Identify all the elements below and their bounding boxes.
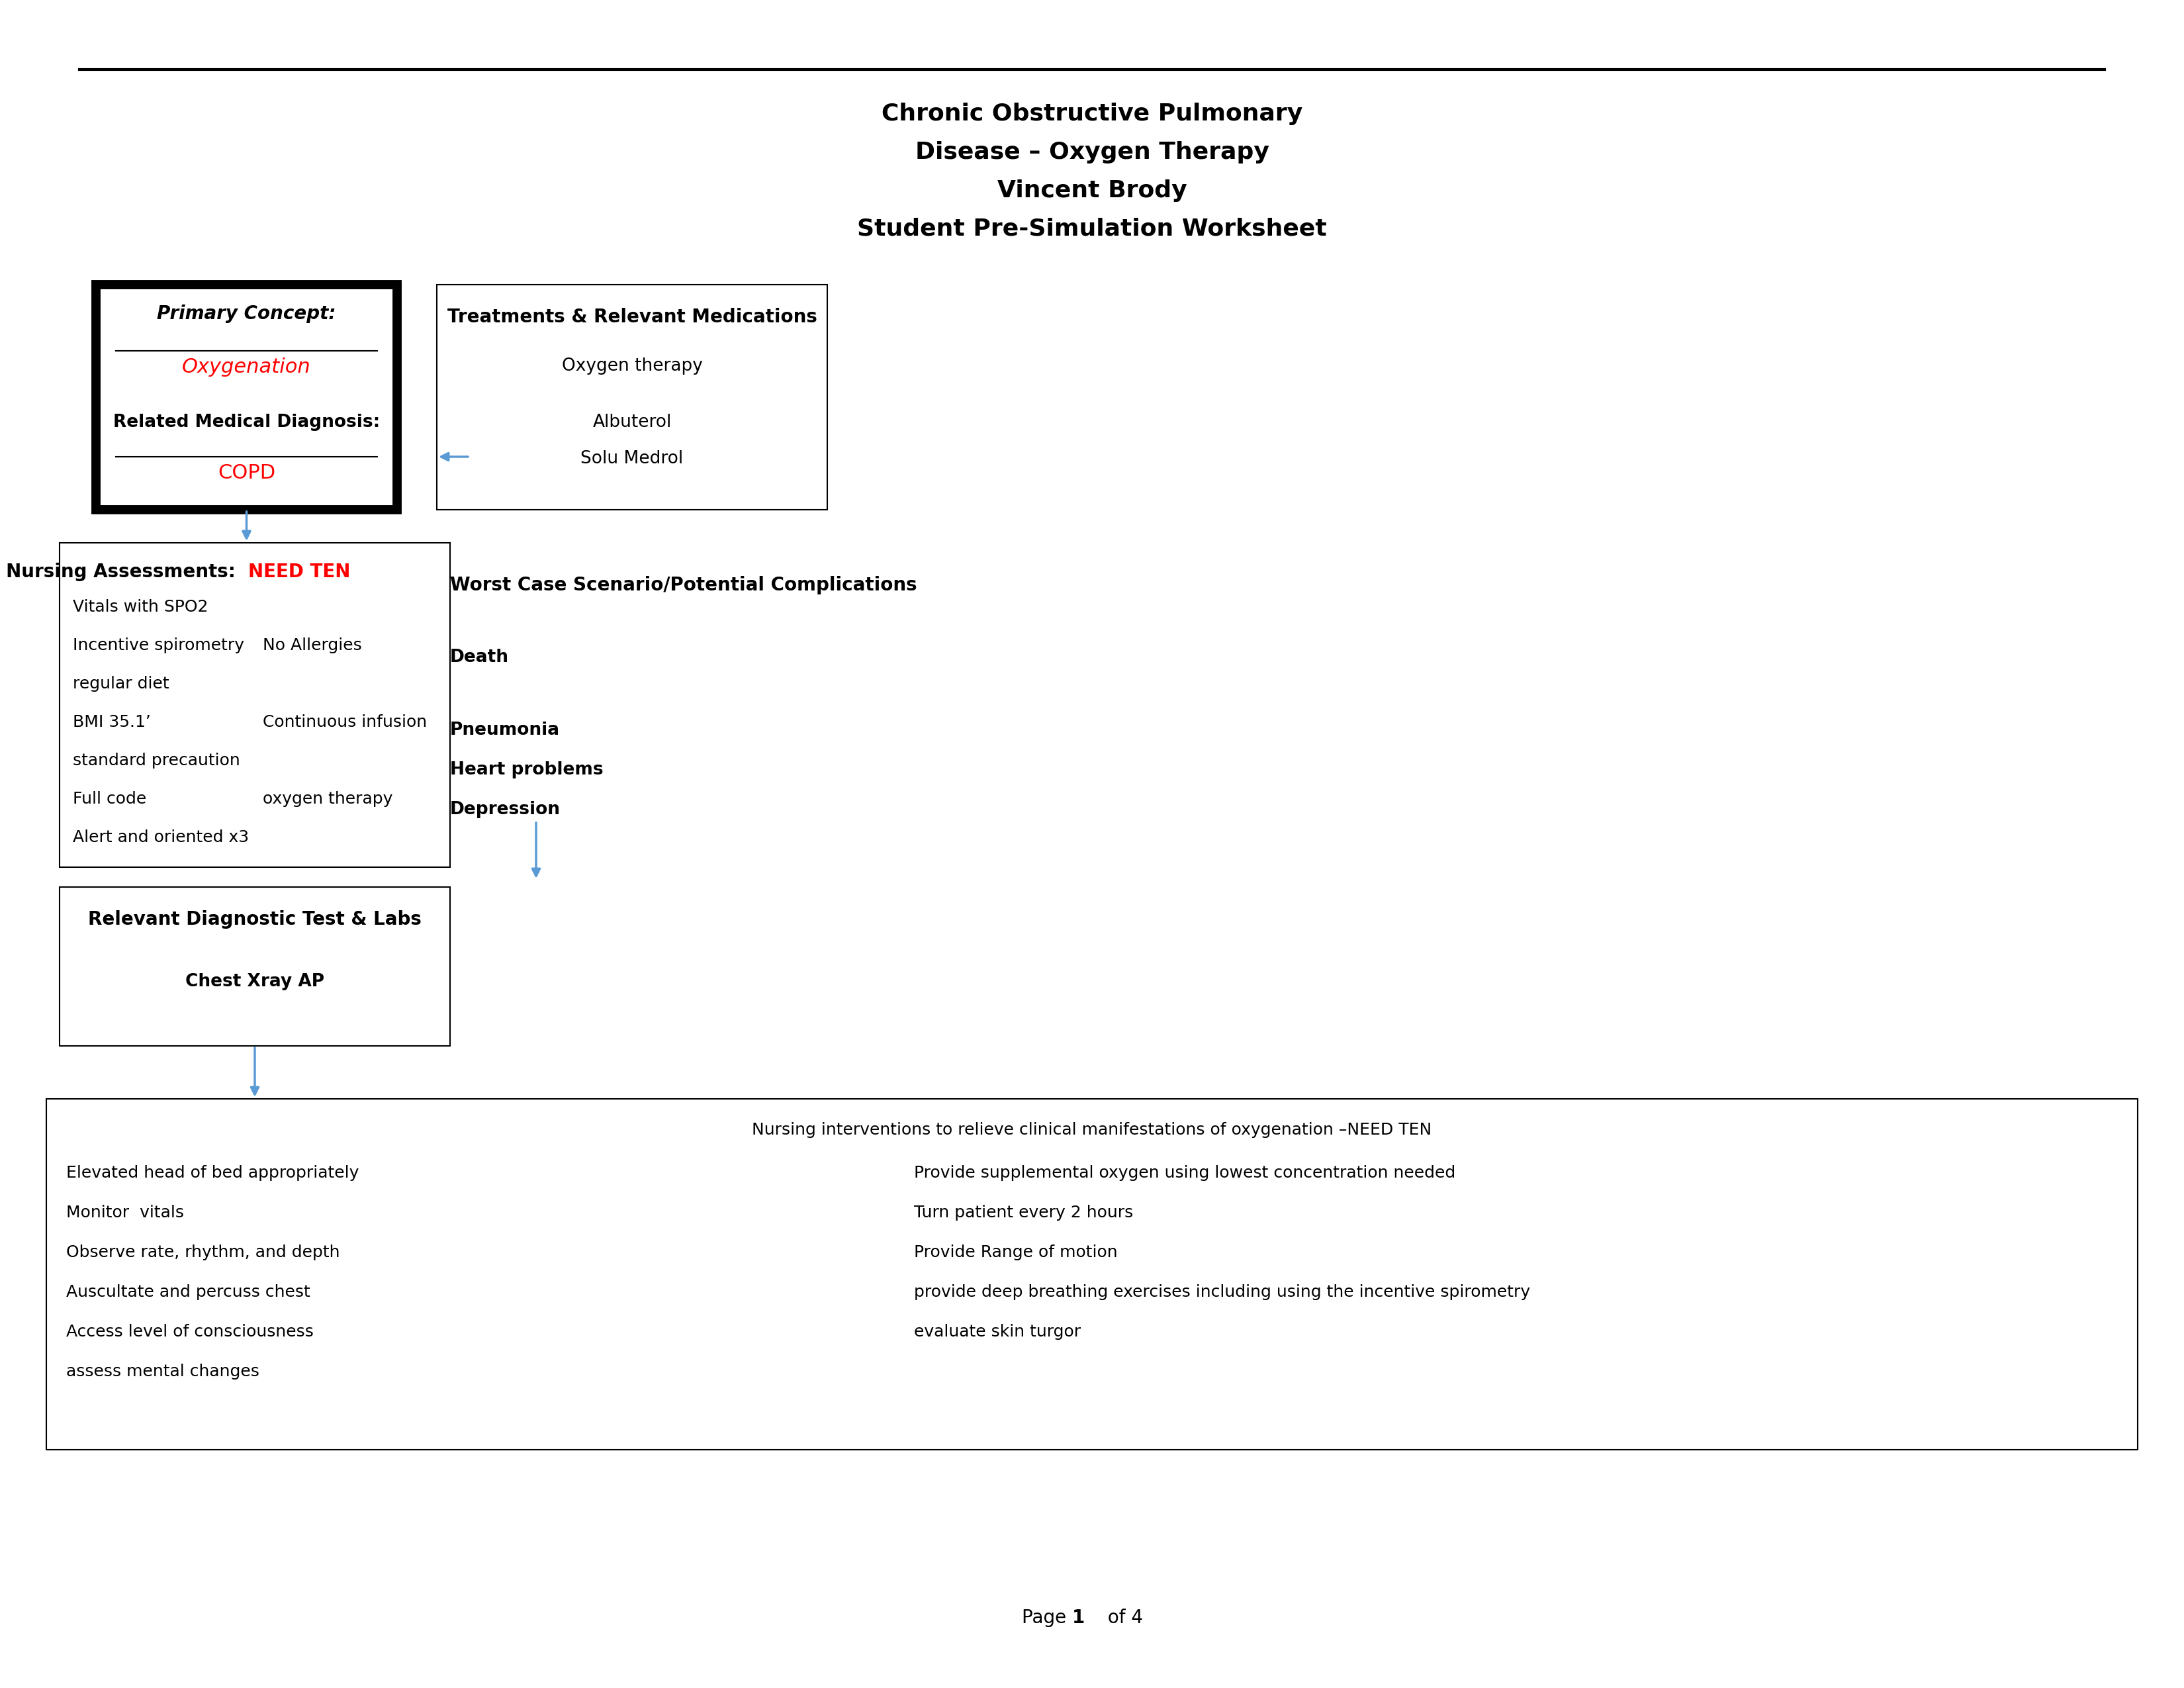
Text: COPD: COPD (218, 464, 275, 483)
Text: oxygen therapy: oxygen therapy (262, 792, 393, 807)
Text: Depression: Depression (450, 802, 561, 819)
Text: Oxygen therapy: Oxygen therapy (561, 358, 703, 375)
Text: Chronic Obstructive Pulmonary: Chronic Obstructive Pulmonary (882, 103, 1302, 125)
Bar (59, 544, 450, 868)
Bar (46, 1099, 2138, 1450)
Text: Solu Medrol: Solu Medrol (581, 451, 684, 468)
Text: Related Medical Diagnosis:: Related Medical Diagnosis: (114, 414, 380, 430)
Text: Vitals with SPO2: Vitals with SPO2 (72, 599, 207, 614)
Text: Heart problems: Heart problems (450, 761, 603, 778)
Text: No Allergies: No Allergies (262, 638, 363, 653)
Bar (437, 285, 828, 510)
Text: Priority Nursing Assessments:: Priority Nursing Assessments: (0, 562, 249, 581)
Text: Alert and oriented x3: Alert and oriented x3 (72, 829, 249, 846)
Text: evaluate skin turgor: evaluate skin turgor (915, 1323, 1081, 1340)
Text: Full code: Full code (72, 792, 146, 807)
Bar (59, 886, 450, 1047)
Text: Oxygenation: Oxygenation (181, 358, 310, 376)
Text: Worst Case Scenario/Potential Complications: Worst Case Scenario/Potential Complicati… (450, 576, 917, 594)
Text: assess mental changes: assess mental changes (66, 1364, 260, 1379)
Text: provide deep breathing exercises including using the incentive spirometry: provide deep breathing exercises includi… (915, 1285, 1531, 1300)
Text: Observe rate, rhythm, and depth: Observe rate, rhythm, and depth (66, 1244, 341, 1261)
Text: Student Pre-Simulation Worksheet: Student Pre-Simulation Worksheet (856, 218, 1328, 240)
Text: Treatments & Relevant Medications: Treatments & Relevant Medications (448, 307, 817, 326)
Text: NEED TEN: NEED TEN (249, 562, 349, 581)
Text: Turn patient every 2 hours: Turn patient every 2 hours (915, 1205, 1133, 1220)
Text: Auscultate and percuss chest: Auscultate and percuss chest (66, 1285, 310, 1300)
Text: Nursing interventions to relieve clinical manifestations of oxygenation –NEED TE: Nursing interventions to relieve clinica… (751, 1123, 1433, 1138)
Text: Disease – Oxygen Therapy: Disease – Oxygen Therapy (915, 142, 1269, 164)
Text: Continuous infusion: Continuous infusion (262, 714, 426, 731)
Text: Albuterol: Albuterol (592, 414, 670, 430)
Text: Primary Concept:: Primary Concept: (157, 304, 336, 322)
Text: BMI 35.1’: BMI 35.1’ (72, 714, 151, 731)
Text: Elevated head of bed appropriately: Elevated head of bed appropriately (66, 1165, 358, 1182)
Text: 1: 1 (1072, 1609, 1085, 1627)
Text: Access level of consciousness: Access level of consciousness (66, 1323, 314, 1340)
Text: Provide supplemental oxygen using lowest concentration needed: Provide supplemental oxygen using lowest… (915, 1165, 1457, 1182)
Text: Provide Range of motion: Provide Range of motion (915, 1244, 1118, 1261)
Text: Incentive spirometry: Incentive spirometry (72, 638, 245, 653)
Text: Page: Page (1022, 1609, 1072, 1627)
Text: Relevant Diagnostic Test & Labs: Relevant Diagnostic Test & Labs (87, 910, 422, 928)
Text: Vincent Brody: Vincent Brody (998, 179, 1186, 203)
Text: regular diet: regular diet (72, 675, 168, 692)
Text: Monitor  vitals: Monitor vitals (66, 1205, 183, 1220)
Text: standard precaution: standard precaution (72, 753, 240, 768)
Text: Chest Xray AP: Chest Xray AP (186, 972, 325, 991)
Text: of 4: of 4 (1103, 1609, 1142, 1627)
Bar (96, 285, 397, 510)
Text: Pneumonia: Pneumonia (450, 721, 559, 739)
Text: Death: Death (450, 648, 509, 667)
